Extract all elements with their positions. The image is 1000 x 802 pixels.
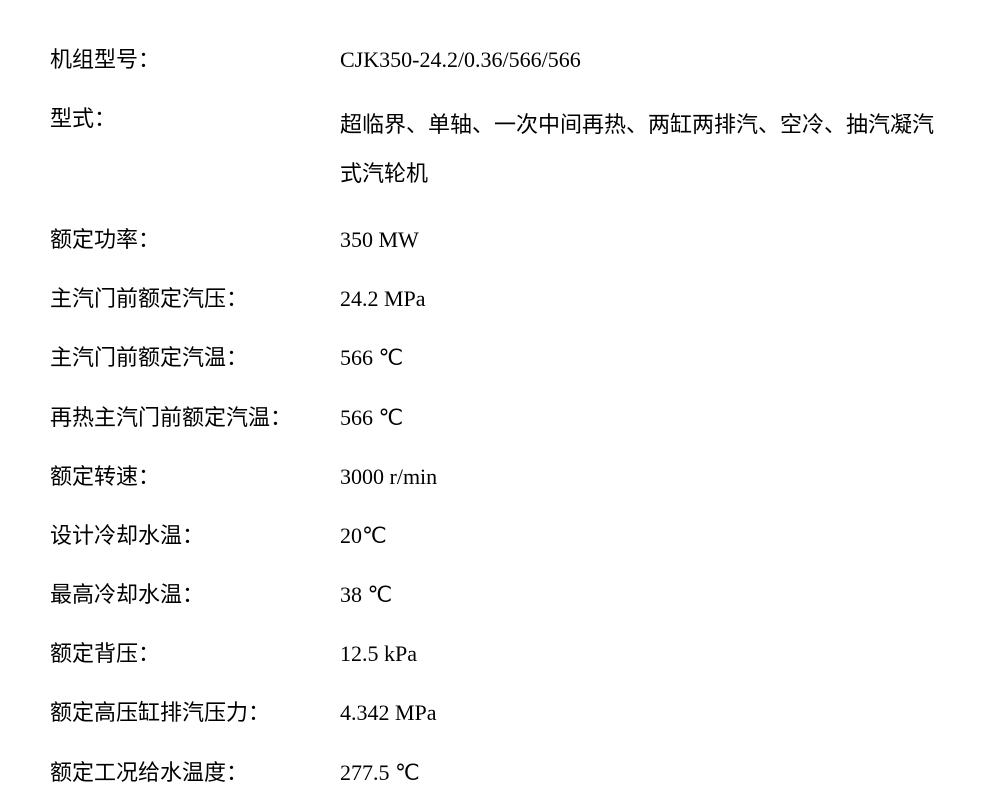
spec-label: 设计冷却水温： xyxy=(50,506,340,565)
spec-value: 277.5 ℃ xyxy=(340,743,950,802)
spec-label: 额定转速： xyxy=(50,447,340,506)
spec-row: 额定工况给水温度： 277.5 ℃ xyxy=(50,743,950,802)
spec-row: 主汽门前额定汽压： 24.2 MPa xyxy=(50,269,950,328)
spec-row: 设计冷却水温： 20℃ xyxy=(50,506,950,565)
spec-value: 38 ℃ xyxy=(340,565,950,624)
spec-row: 额定功率： 350 MW xyxy=(50,210,950,269)
spec-row: 再热主汽门前额定汽温： 566 ℃ xyxy=(50,388,950,447)
spec-value: 24.2 MPa xyxy=(340,269,950,328)
spec-label: 再热主汽门前额定汽温： xyxy=(50,388,340,447)
spec-label: 额定工况给水温度： xyxy=(50,743,340,802)
spec-label: 主汽门前额定汽温： xyxy=(50,328,340,387)
spec-label: 主汽门前额定汽压： xyxy=(50,269,340,328)
spec-label: 额定背压： xyxy=(50,624,340,683)
spec-value: 566 ℃ xyxy=(340,388,950,447)
spec-value: 4.342 MPa xyxy=(340,683,950,742)
spec-row: 最高冷却水温： 38 ℃ xyxy=(50,565,950,624)
spec-row: 额定高压缸排汽压力： 4.342 MPa xyxy=(50,683,950,742)
spec-value: 350 MW xyxy=(340,210,950,269)
specification-table: 机组型号： CJK350-24.2/0.36/566/566 型式： 超临界、单… xyxy=(50,30,950,802)
spec-row: 额定背压： 12.5 kPa xyxy=(50,624,950,683)
spec-row: 主汽门前额定汽温： 566 ℃ xyxy=(50,328,950,387)
spec-value: 20℃ xyxy=(340,506,950,565)
spec-label: 型式： xyxy=(50,89,340,210)
spec-label: 额定功率： xyxy=(50,210,340,269)
spec-label: 最高冷却水温： xyxy=(50,565,340,624)
spec-value: CJK350-24.2/0.36/566/566 xyxy=(340,30,950,89)
spec-label: 额定高压缸排汽压力： xyxy=(50,683,340,742)
spec-row: 机组型号： CJK350-24.2/0.36/566/566 xyxy=(50,30,950,89)
spec-value: 566 ℃ xyxy=(340,328,950,387)
spec-label: 机组型号： xyxy=(50,30,340,89)
spec-value: 12.5 kPa xyxy=(340,624,950,683)
spec-value: 3000 r/min xyxy=(340,447,950,506)
spec-row: 额定转速： 3000 r/min xyxy=(50,447,950,506)
spec-row: 型式： 超临界、单轴、一次中间再热、两缸两排汽、空冷、抽汽凝汽式汽轮机 xyxy=(50,89,950,210)
spec-value: 超临界、单轴、一次中间再热、两缸两排汽、空冷、抽汽凝汽式汽轮机 xyxy=(340,89,950,210)
